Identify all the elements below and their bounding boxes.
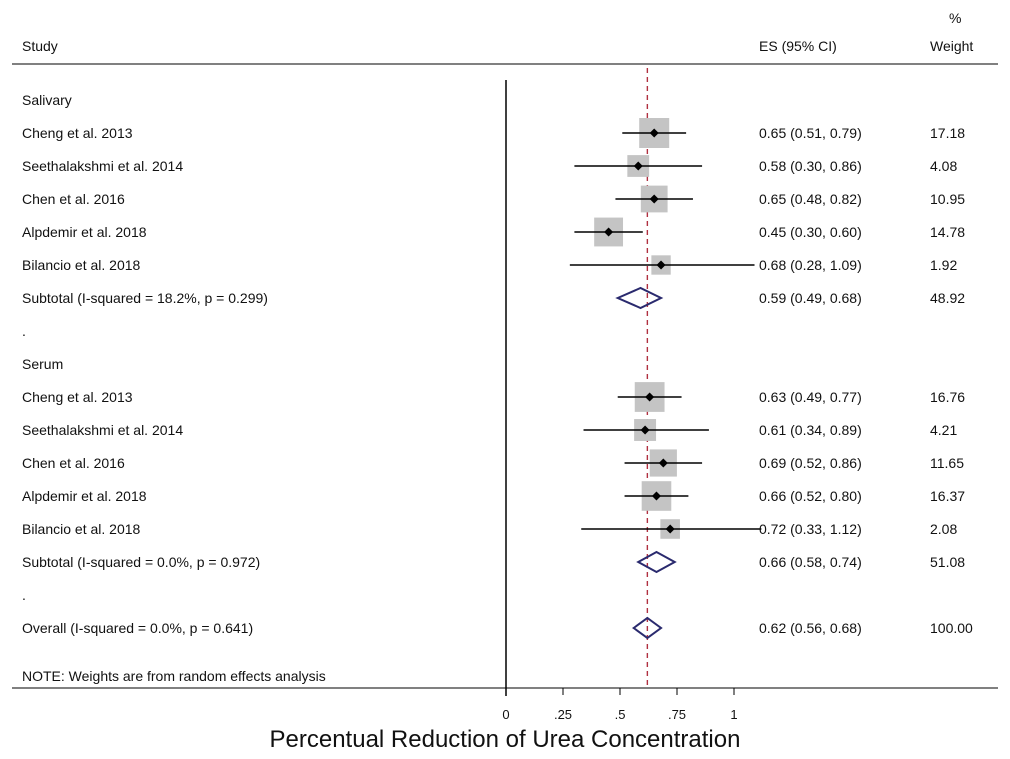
effect-size-ci: 0.63 (0.49, 0.77) [759, 389, 862, 405]
effect-size-ci: 0.61 (0.34, 0.89) [759, 422, 862, 438]
study-label: Chen et al. 2016 [22, 191, 125, 207]
subtotal-diamond [615, 286, 664, 310]
effect-size-ci: 0.58 (0.30, 0.86) [759, 158, 862, 174]
study-label: Seethalakshmi et al. 2014 [22, 422, 184, 438]
weight-value: 51.08 [930, 554, 966, 570]
x-tick-label: .5 [614, 707, 626, 722]
study-label: Chen et al. 2016 [22, 455, 125, 471]
point-estimate [658, 458, 668, 468]
x-tick-label: .75 [667, 707, 687, 722]
study-label: Bilancio et al. 2018 [22, 257, 141, 273]
effect-size-ci: 0.59 (0.49, 0.68) [759, 290, 862, 306]
group-label: Salivary [22, 92, 72, 108]
es-column-header: ES (95% CI) [759, 38, 837, 54]
weights-note: NOTE: Weights are from random effects an… [22, 668, 326, 684]
study-label: Alpdemir et al. 2018 [22, 224, 147, 240]
point-estimate [649, 128, 659, 138]
weight-value: 48.92 [930, 290, 966, 306]
weight-value: 17.18 [930, 125, 966, 141]
x-tick-label: .25 [553, 707, 573, 722]
effect-size-ci: 0.72 (0.33, 1.12) [759, 521, 862, 537]
study-label: Seethalakshmi et al. 2014 [22, 158, 184, 174]
effect-size-ci: 0.68 (0.28, 1.09) [759, 257, 862, 273]
x-axis-title: Percentual Reduction of Urea Concentrati… [269, 726, 741, 753]
point-estimate [633, 161, 643, 171]
overall-label: Overall (I-squared = 0.0%, p = 0.641) [22, 620, 254, 636]
point-estimate [640, 425, 650, 435]
weight-value: 4.21 [930, 422, 958, 438]
effect-size-ci: 0.65 (0.48, 0.82) [759, 191, 862, 207]
point-estimate [604, 227, 614, 237]
effect-size-ci: 0.66 (0.52, 0.80) [759, 488, 862, 504]
weight-value: 1.92 [930, 257, 958, 273]
weight-value: 16.76 [930, 389, 966, 405]
weight-value: 11.65 [930, 455, 964, 471]
weight-value: 16.37 [930, 488, 966, 504]
effect-size-ci: 0.45 (0.30, 0.60) [759, 224, 862, 240]
point-estimate [665, 524, 675, 534]
weight-value: 100.00 [930, 620, 973, 636]
effect-size-ci: 0.62 (0.56, 0.68) [759, 620, 862, 636]
study-label: Alpdemir et al. 2018 [22, 488, 147, 504]
subtotal-diamond [636, 550, 677, 574]
point-estimate [649, 194, 659, 204]
effect-size-ci: 0.65 (0.51, 0.79) [759, 125, 862, 141]
study-label: Bilancio et al. 2018 [22, 521, 141, 537]
point-estimate [656, 260, 666, 270]
point-estimate [651, 491, 661, 501]
weight-percent-header: % [949, 10, 962, 26]
effect-size-ci: 0.69 (0.52, 0.86) [759, 455, 862, 471]
weight-value: 10.95 [930, 191, 966, 207]
effect-size-ci: 0.66 (0.58, 0.74) [759, 554, 862, 570]
weight-value: 14.78 [930, 224, 966, 240]
study-column-header: Study [22, 38, 58, 54]
weight-value: 2.08 [930, 521, 958, 537]
subtotal-label: Subtotal (I-squared = 18.2%, p = 0.299) [22, 290, 268, 306]
x-tick-label: 0 [502, 707, 510, 722]
study-label: Cheng et al. 2013 [22, 389, 133, 405]
weight-column-header: Weight [930, 38, 974, 54]
point-estimate [645, 392, 655, 402]
row-separator: . [22, 323, 26, 339]
subtotal-label: Subtotal (I-squared = 0.0%, p = 0.972) [22, 554, 261, 570]
group-label: Serum [22, 356, 64, 372]
row-separator: . [22, 587, 26, 603]
study-label: Cheng et al. 2013 [22, 125, 133, 141]
x-tick-label: 1 [730, 707, 738, 722]
overall-diamond [631, 616, 663, 640]
weight-value: 4.08 [930, 158, 958, 174]
